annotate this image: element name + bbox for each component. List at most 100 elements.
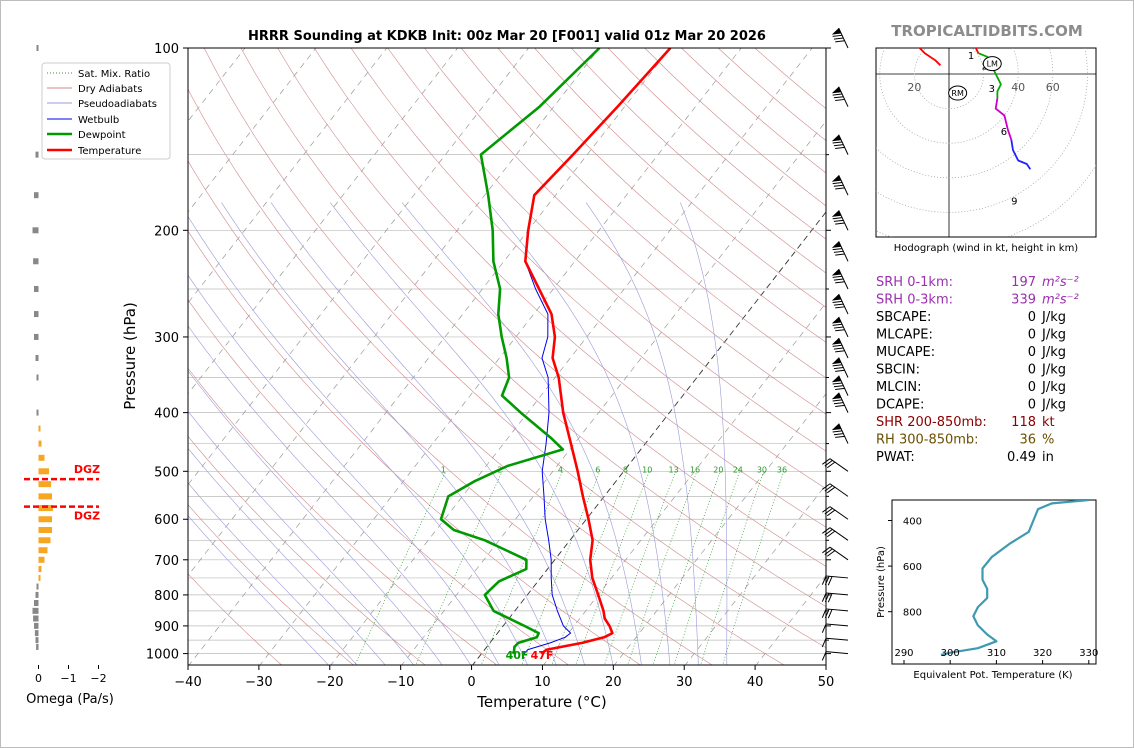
omega-panel: 0 −1 −2 DGZ DGZ xyxy=(24,45,107,685)
x-tick-label: 30 xyxy=(676,675,693,690)
surface-temperature-label: 47F xyxy=(531,649,554,662)
dry-adiabat xyxy=(188,435,426,665)
mixing-ratio-label: 1 xyxy=(441,466,446,475)
x-tick-label: 10 xyxy=(534,675,551,690)
isotherm-line xyxy=(188,48,671,665)
hodograph-labels: 20406012369LMRM xyxy=(907,51,1059,207)
stat-label: DCAPE: xyxy=(876,398,924,413)
dry-adiabat xyxy=(277,48,826,567)
stat-value: 118 xyxy=(1011,415,1036,430)
stat-label: MLCIN: xyxy=(876,380,921,395)
wind-barb-feather xyxy=(824,459,833,467)
x-tick-label: 20 xyxy=(605,675,622,690)
omega-bar xyxy=(35,354,39,361)
wind-barb-feather xyxy=(835,146,845,149)
chart-title: HRRR Sounding at KDKB Init: 00z Mar 20 [… xyxy=(248,29,766,44)
legend-box xyxy=(41,62,171,160)
wind-barb-feather xyxy=(832,300,843,303)
stat-value: 0 xyxy=(1028,363,1036,378)
omega-bar xyxy=(32,607,39,614)
stat-value: 0 xyxy=(1028,328,1036,343)
dry-adiabat xyxy=(188,573,282,665)
stat-value: 0 xyxy=(1028,345,1036,360)
pseudoadiabat xyxy=(188,325,472,665)
wind-barb-flag xyxy=(831,375,842,383)
pseudoadiabat xyxy=(221,202,557,665)
wind-barb-flag xyxy=(831,423,842,431)
wind-barb xyxy=(821,623,849,633)
skewt-axes: −40 −30 −20 −10 0 10 20 30 40 50 1000 900 800 700 600 5… xyxy=(146,42,834,690)
wind-barb-feather xyxy=(822,458,831,465)
legend: Sat. Mix. Ratio Dry Adiabats Pseudoadiab… xyxy=(41,62,171,160)
wind-barb-feather xyxy=(835,404,845,407)
storm-motion-label: LM xyxy=(987,60,998,69)
dry-adiabat xyxy=(387,48,826,452)
omega-bar xyxy=(32,227,39,234)
wind-barb-feather xyxy=(824,609,830,619)
dry-adiabat xyxy=(497,48,826,343)
stat-value: 0 xyxy=(1028,310,1036,325)
stat-unit: m²s⁻² xyxy=(1042,275,1079,290)
mixing-ratio-label: 13 xyxy=(669,466,679,475)
wind-barb xyxy=(821,592,849,603)
wind-barb-feather xyxy=(824,507,833,515)
omega-bar xyxy=(36,643,39,650)
isotherm-line xyxy=(188,48,600,577)
omega-bar xyxy=(36,583,39,590)
mixing-ratio-line xyxy=(521,471,601,665)
pseudoadiabat xyxy=(401,202,642,665)
skewt-background-lines xyxy=(188,48,826,665)
stat-unit: J/kg xyxy=(1041,310,1066,325)
theta-e-y-tick-label: 800 xyxy=(903,608,922,619)
wind-barb-feather xyxy=(832,399,843,402)
wind-barb xyxy=(821,575,849,586)
wind-barb-feather xyxy=(833,303,844,306)
wind-barb-feather xyxy=(821,575,827,585)
wind-barb-shape xyxy=(822,458,849,472)
hodograph-ring xyxy=(879,48,1019,144)
wind-barb-feather xyxy=(826,509,836,517)
y-tick-label: 900 xyxy=(154,620,179,635)
dry-adiabat xyxy=(460,48,826,379)
wind-barb-shape xyxy=(821,651,849,661)
pseudoadiabat xyxy=(680,202,728,665)
wind-barb-feather xyxy=(835,40,845,43)
omega-bar xyxy=(38,440,42,447)
wind-barb-feather xyxy=(827,609,833,619)
hodograph-height-label: 9 xyxy=(1011,196,1017,207)
dry-adiabat xyxy=(203,48,826,649)
wind-barb-feather xyxy=(835,253,845,256)
isotherm-line xyxy=(188,48,388,304)
stat-unit: m²s⁻² xyxy=(1042,293,1079,308)
wind-barb-feather xyxy=(821,608,827,618)
wind-barb-flag xyxy=(831,28,842,35)
y-tick-label: 600 xyxy=(154,513,179,528)
dry-adiabat xyxy=(424,48,826,415)
wind-barb-flag xyxy=(831,294,842,301)
omega-bar xyxy=(33,258,39,265)
y-tick-label: 1000 xyxy=(146,648,179,663)
wind-barb-feather xyxy=(833,250,844,253)
omega-bar xyxy=(34,600,39,607)
pseudoadiabat xyxy=(270,202,585,665)
wind-barb-shape xyxy=(822,527,849,541)
dewpoint-profile xyxy=(439,48,601,655)
omega-bar xyxy=(34,285,39,292)
hodograph-ring-label: 20 xyxy=(907,81,921,94)
wind-barb-feather xyxy=(835,306,845,309)
pseudoadiabat xyxy=(585,202,699,665)
stat-unit: in xyxy=(1042,450,1054,465)
wind-barb-feather xyxy=(824,576,830,586)
omega-bar xyxy=(34,630,39,637)
wind-barb-feather xyxy=(822,546,831,554)
stat-value: 0.49 xyxy=(1007,450,1036,465)
stat-label: SRH 0-1km: xyxy=(876,275,953,290)
wind-barb-feather xyxy=(832,181,843,185)
hodograph-ring xyxy=(914,48,984,109)
omega-bar xyxy=(34,333,39,340)
wind-barb-shape xyxy=(821,637,849,648)
isotherm-line xyxy=(330,48,813,665)
stat-label: SHR 200-850mb: xyxy=(876,415,987,430)
dry-adiabat xyxy=(350,48,826,490)
wind-barb-shaft xyxy=(829,506,849,520)
